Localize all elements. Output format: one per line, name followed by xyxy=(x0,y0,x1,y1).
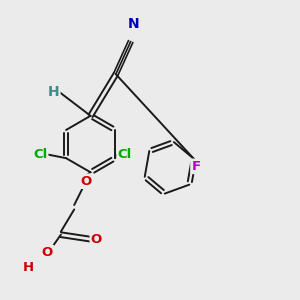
Text: H: H xyxy=(22,261,34,274)
Text: H: H xyxy=(48,85,59,99)
Text: O: O xyxy=(91,233,102,246)
Text: F: F xyxy=(191,160,201,173)
Text: O: O xyxy=(80,175,92,188)
Text: Cl: Cl xyxy=(118,148,132,161)
Text: Cl: Cl xyxy=(33,148,47,161)
Text: O: O xyxy=(42,246,53,259)
Text: N: N xyxy=(128,17,140,31)
